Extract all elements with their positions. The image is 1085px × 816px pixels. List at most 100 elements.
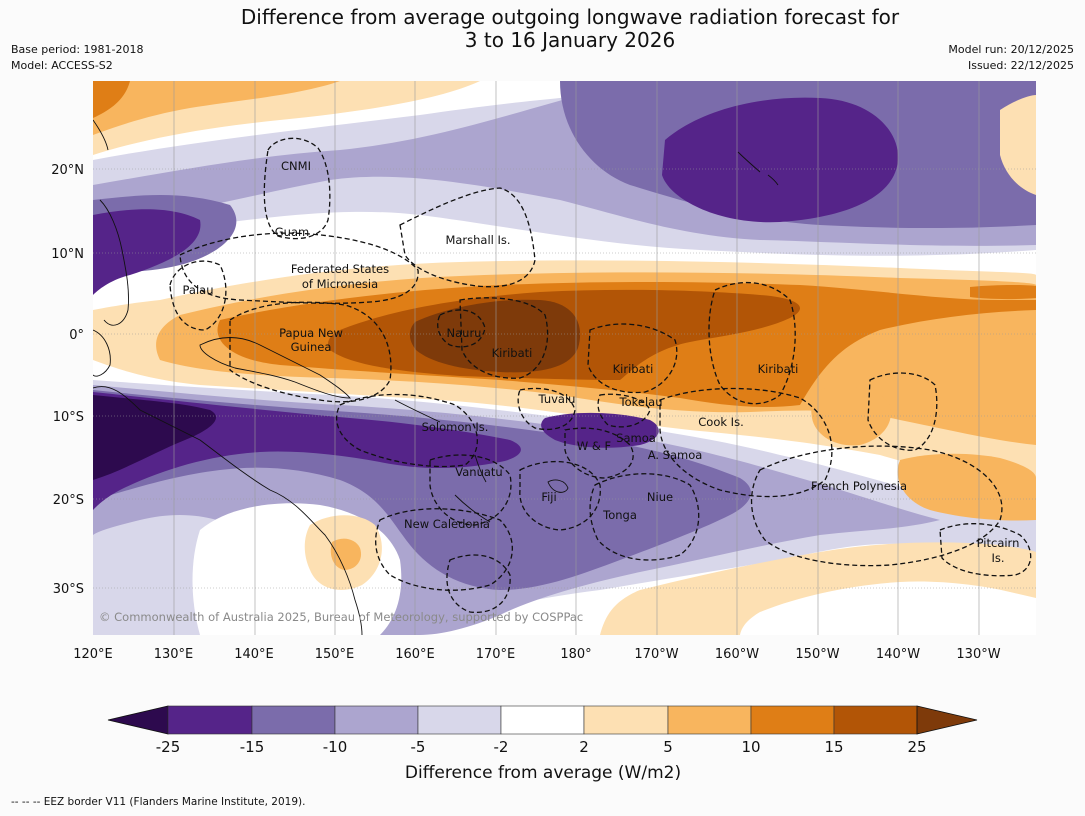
- lat-tick-label: 20°N: [51, 163, 84, 178]
- label-fsm-line2: of Micronesia: [302, 277, 378, 291]
- base-period: Base period: 1981-2018: [11, 43, 144, 56]
- colorbar-segment: [334, 705, 419, 735]
- colorbar-tick-label: -15: [240, 738, 265, 756]
- contour-neg-vstrong-west: [93, 209, 201, 295]
- colorbar-tick-label: 10: [741, 738, 760, 756]
- label-pitcairn-line1: Pitcairn: [977, 536, 1020, 550]
- colorbar-tick-label: -25: [156, 738, 181, 756]
- label-wallis-futuna: W & F: [577, 439, 611, 453]
- latitude-ticks: 20°N 10°N 0° 10°S 20°S 30°S: [51, 163, 84, 597]
- label-tonga: Tonga: [602, 508, 637, 522]
- label-samoa: Samoa: [616, 431, 656, 445]
- contour-pos-extreme-band: [409, 299, 581, 373]
- lat-tick-label: 0°: [69, 328, 84, 343]
- label-vanuatu: Vanuatu: [455, 465, 502, 479]
- lat-tick-label: 10°S: [53, 410, 84, 425]
- colorbar-segment: [667, 705, 752, 735]
- region-labels: CNMI Guam Marshall Is. Federated States …: [99, 159, 1019, 624]
- label-cook-islands: Cook Is.: [698, 415, 743, 429]
- label-tokelau: Tokelau: [619, 395, 663, 409]
- colorbar-segment: [167, 705, 253, 735]
- colorbar-tick-label: 25: [907, 738, 926, 756]
- eez-pitcairn: [939, 523, 1032, 577]
- eez-palau: [169, 260, 227, 331]
- colorbar-title: Difference from average (W/m2): [405, 763, 681, 783]
- label-kiribati-central: Kiribati: [613, 362, 654, 376]
- eez-kiribati-east: [708, 281, 796, 405]
- contour-pos-ne: [1000, 95, 1036, 195]
- lon-tick-label: 140°E: [234, 647, 274, 662]
- coast-new-caledonia: [454, 494, 491, 523]
- colorbar-tick-label: -5: [411, 738, 426, 756]
- label-solomon-islands: Solomon Is.: [422, 420, 489, 434]
- eez-fiji: [519, 460, 601, 531]
- label-new-caledonia: New Caledonia: [404, 517, 490, 531]
- label-tuvalu: Tuvalu: [538, 392, 576, 406]
- title-line-2: 3 to 16 January 2026: [464, 28, 676, 52]
- model-name: Model: ACCESS-S2: [11, 59, 113, 72]
- coast-australia: [93, 386, 363, 635]
- colorbar-segment: [251, 705, 336, 735]
- longitude-ticks: 120°E 130°E 140°E 150°E 160°E 170°E 180° 170°W 1…: [73, 647, 1000, 662]
- eez-png: [229, 301, 392, 403]
- anomaly-field: [93, 81, 1036, 635]
- colorbar-tick-label: -10: [323, 738, 348, 756]
- label-nauru: Nauru: [447, 326, 482, 340]
- eez-marshall: [399, 187, 536, 288]
- colorbar-segment: [417, 705, 502, 735]
- eez-new-caledonia: [375, 508, 513, 591]
- copyright-notice: © Commonwealth of Australia 2025, Bureau…: [99, 610, 583, 624]
- eez-nauru: [437, 309, 486, 348]
- colorbar-extend-low: [107, 705, 169, 735]
- coast-philippines: [99, 199, 129, 326]
- contour-pos-cook: [811, 386, 891, 446]
- coast-hawaii: [737, 151, 779, 186]
- contour-pos-tasman-mod: [330, 538, 362, 570]
- lon-tick-label: 130°W: [956, 647, 1000, 662]
- meta-left: Base period: 1981-2018 Model: ACCESS-S2: [11, 42, 143, 74]
- label-fsm-line1: Federated States: [291, 262, 389, 276]
- label-palau: Palau: [183, 283, 214, 297]
- label-guam: Guam: [275, 225, 309, 239]
- lon-tick-label: 170°E: [476, 647, 516, 662]
- eez-fsm: [179, 232, 419, 304]
- colorbar-tick-label: 2: [579, 738, 589, 756]
- eez-borders: [169, 137, 1032, 613]
- label-png-line2: Guinea: [291, 340, 332, 354]
- coast-solomon: [394, 399, 441, 423]
- lat-tick-label: 20°S: [53, 493, 84, 508]
- lon-tick-label: 150°E: [315, 647, 355, 662]
- colorbar-tick-label: 15: [824, 738, 843, 756]
- coast-fiji: [547, 479, 569, 493]
- colorbar-tick-label: -2: [494, 738, 509, 756]
- eez-footnote: -- -- -- EEZ border V11 (Flanders Marine…: [11, 796, 306, 808]
- lon-tick-label: 180°: [560, 647, 591, 662]
- eez-french-polynesia: [750, 445, 1003, 567]
- eez-kiribati-line: [867, 372, 938, 451]
- label-kiribati-west: Kiribati: [492, 346, 533, 360]
- model-run: Model run: 20/12/2025: [948, 43, 1074, 56]
- colorbar-segment: [833, 705, 918, 735]
- colorbar-segment: [750, 705, 835, 735]
- lon-tick-label: 120°E: [73, 647, 113, 662]
- eez-tuvalu: [517, 387, 576, 431]
- contour-neg-vstrong-north: [662, 97, 899, 223]
- coast-borneo: [93, 329, 111, 377]
- lon-tick-label: 150°W: [795, 647, 839, 662]
- lon-tick-label: 130°E: [154, 647, 194, 662]
- eez-cook: [659, 387, 833, 498]
- eez-wallis-samoa: [564, 427, 634, 479]
- lon-tick-label: 160°E: [395, 647, 435, 662]
- colorbar-segment: [583, 705, 669, 735]
- label-marshall-islands: Marshall Is.: [445, 233, 510, 247]
- contour-neutral-se: [740, 581, 1036, 635]
- label-cnmi: CNMI: [281, 159, 311, 173]
- coast-new-guinea: [199, 337, 351, 399]
- meta-right: Model run: 20/12/2025 Issued: 22/12/2025: [948, 42, 1074, 74]
- label-american-samoa: A. Samoa: [648, 448, 703, 462]
- eez-kiribati-central: [587, 323, 678, 394]
- eez-solomon: [336, 393, 478, 468]
- coastlines: [93, 119, 779, 635]
- eez-vanuatu: [429, 454, 512, 526]
- label-fiji: Fiji: [541, 490, 556, 504]
